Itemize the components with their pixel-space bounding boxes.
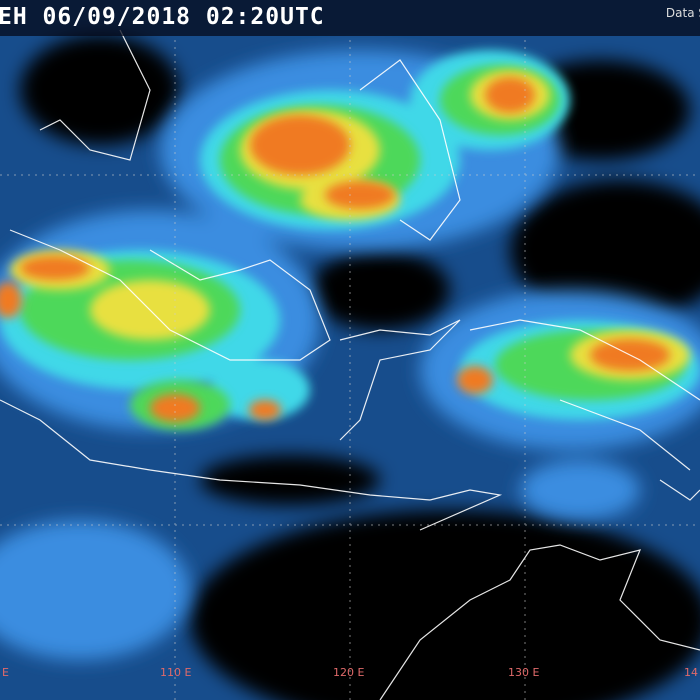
longitude-label: 14 [684,666,698,679]
longitude-label: 120 E [333,666,365,679]
title-bar: EH 06/09/2018 02:20UTC Data S [0,0,700,36]
yellow-clouds [10,70,690,380]
lat-lon-grid [0,40,700,700]
data-source-label: Data S [665,6,700,20]
longitude-label: 110 E [160,666,192,679]
orange-clouds [0,77,670,422]
longitude-label: 130 E [508,666,540,679]
image-timestamp-title: EH 06/09/2018 02:20UTC [0,4,325,30]
coastlines [0,29,700,700]
longitude-label: E [2,666,9,679]
